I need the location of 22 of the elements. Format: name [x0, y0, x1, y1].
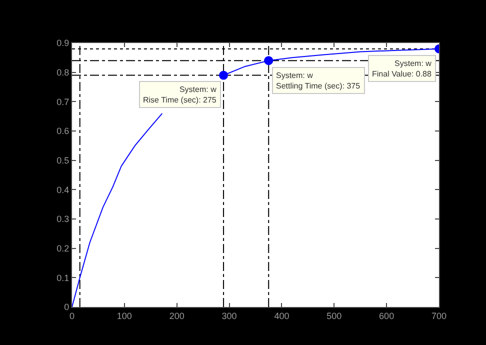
y-tick-label: 0.7 [56, 96, 70, 107]
x-tick-label: 100 [116, 310, 132, 321]
y-tick-label: 0.2 [56, 243, 70, 254]
y-tick-label: 0 [64, 302, 70, 312]
x-tick-label: 200 [169, 310, 184, 321]
x-tick-label: 500 [326, 310, 342, 321]
x-tick-label: 300 [222, 310, 237, 321]
y-tick-label: 0.5 [56, 155, 70, 166]
y-tick-label: 0.6 [56, 126, 70, 136]
annotation: System: w Final Value: 0.88 [372, 59, 432, 78]
y-tick-label: 0.3 [56, 214, 70, 224]
point [219, 70, 228, 80]
annotation: System: w Rise Time (sec): 275 [143, 85, 217, 104]
y-tick-label: 0.9 [56, 38, 70, 48]
point [264, 56, 274, 66]
y-tick-label: 0.1 [56, 272, 70, 283]
x-tick-label: 400 [274, 310, 290, 321]
x-tick-label: 700 [431, 310, 447, 321]
x-tick-label: 600 [379, 310, 394, 321]
y-tick-label: 0.4 [56, 184, 70, 195]
annotation: System: w Settling Time (sec): 375 [276, 71, 361, 90]
y-tick-label: 0.8 [56, 67, 70, 78]
